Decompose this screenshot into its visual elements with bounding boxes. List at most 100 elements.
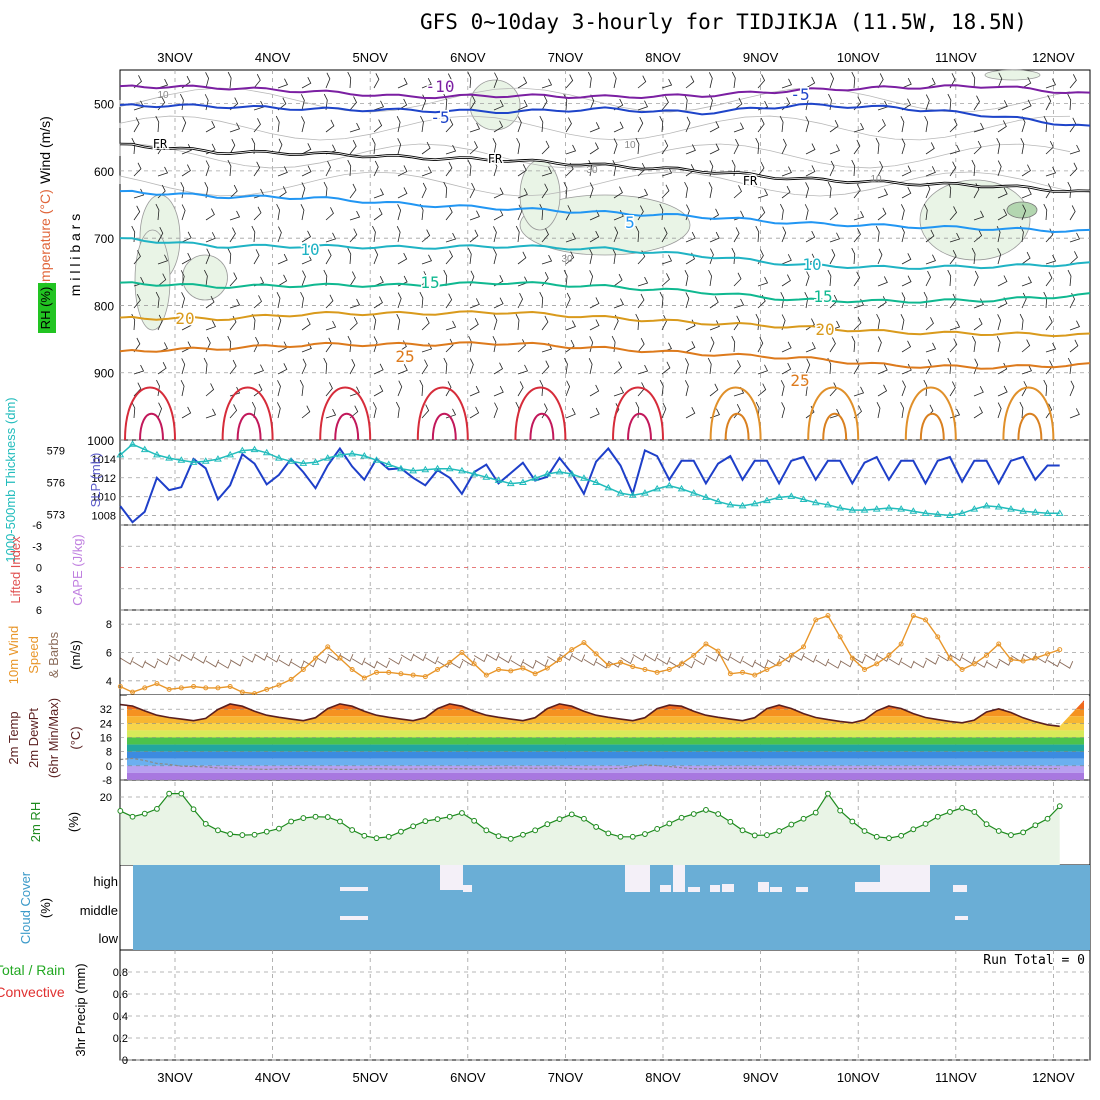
- wind-barb: [997, 275, 1008, 287]
- wind-barb: [539, 203, 544, 221]
- wind-barb: [277, 253, 288, 265]
- wind-barb: [709, 231, 720, 243]
- wind-speed-marker: [203, 685, 209, 691]
- wind-barb: [541, 228, 549, 243]
- thickness-marker: [824, 500, 832, 508]
- wind-speed-marker: [435, 667, 441, 672]
- wind-barb: [1045, 403, 1053, 419]
- thickness-marker: [897, 505, 906, 512]
- wind-barb: [901, 226, 905, 243]
- wind-speed-marker: [178, 685, 184, 691]
- wind-barb: [565, 408, 576, 419]
- wind-barb: [133, 205, 141, 221]
- wind-barb: [493, 362, 504, 375]
- rh-marker: [422, 818, 429, 825]
- wind-barb: [301, 358, 307, 375]
- wind-barb: [517, 188, 528, 199]
- wind-barb: [205, 72, 210, 89]
- wind-barb: [469, 358, 474, 375]
- wind-barb: [1019, 313, 1024, 331]
- wind-barb: [974, 660, 988, 668]
- rh-marker: [495, 833, 502, 839]
- wind-barb: [900, 204, 905, 221]
- wind-barb: [1021, 204, 1027, 221]
- wind-barb: [347, 247, 352, 265]
- wind-barb: [277, 380, 281, 397]
- temp-color-band: [127, 744, 1084, 752]
- wind-barb: [805, 143, 816, 155]
- wind-speed-marker: [727, 671, 733, 677]
- cloud-patch: [880, 865, 930, 882]
- series-line: [119, 443, 1060, 517]
- wind-speed-marker: [508, 668, 514, 674]
- wind-barb: [563, 181, 568, 199]
- wind-barb: [888, 657, 903, 666]
- wind-barb: [755, 137, 760, 155]
- wind-barb: [996, 336, 1001, 353]
- thickness-tick-label: 573: [47, 509, 65, 521]
- wind-barb: [227, 71, 232, 89]
- wind-barb: [157, 166, 169, 177]
- thickness-marker: [543, 470, 552, 477]
- wind-barb: [373, 188, 384, 199]
- x-tick-label-top: 9NOV: [743, 50, 779, 65]
- wind-speed-marker: [630, 664, 636, 670]
- thickness-marker: [738, 501, 747, 509]
- wind-speed-marker: [374, 669, 380, 675]
- isotherm-label: 20: [815, 320, 834, 339]
- rh-marker: [1056, 803, 1063, 810]
- wind-barb: [277, 226, 282, 243]
- wind-barb: [781, 341, 792, 353]
- wind-barb: [925, 254, 936, 265]
- thickness-marker: [799, 495, 808, 502]
- rh-marker: [800, 815, 807, 822]
- wind-speed-marker: [581, 640, 587, 646]
- wind-barb: [227, 247, 232, 265]
- thickness-marker: [628, 491, 637, 498]
- wind-barb: [517, 76, 528, 89]
- wind-barb: [156, 657, 171, 666]
- wind-barb: [563, 269, 568, 287]
- wind-barb: [315, 655, 329, 664]
- wind-barb: [661, 314, 667, 331]
- wind-barb: [301, 230, 312, 243]
- wind-barb: [181, 406, 192, 419]
- rh-marker: [227, 831, 234, 837]
- wind-barb: [827, 269, 832, 287]
- wind-barb: [997, 72, 1003, 89]
- wind-barb: [661, 96, 669, 111]
- rh-contour-label: 10: [870, 174, 882, 185]
- wind-barb: [829, 232, 841, 243]
- pressure-tick-label: 700: [94, 232, 114, 246]
- rh-marker: [886, 835, 892, 842]
- rh-marker: [849, 818, 856, 825]
- wind-barb: [181, 292, 185, 309]
- rh-marker: [166, 790, 173, 797]
- wind-barb: [973, 95, 980, 111]
- wind-barb: [620, 656, 634, 665]
- rh-contour-label: 30: [561, 254, 573, 265]
- wind-barb: [973, 386, 984, 397]
- run-total-label: Run Total = 0: [983, 953, 1085, 968]
- wind-barb: [876, 654, 891, 662]
- x-tick-label-bottom: 3NOV: [157, 1070, 193, 1085]
- thickness-marker: [702, 493, 710, 500]
- wind-barb: [949, 293, 957, 309]
- wind-barb: [781, 362, 792, 375]
- wind-barb: [949, 249, 957, 265]
- surface-isotherm-loop: [416, 386, 469, 441]
- wind-barb: [709, 320, 720, 331]
- wind-barb: [637, 205, 644, 221]
- wind-barb: [1069, 251, 1078, 265]
- wind-barb: [757, 364, 769, 375]
- wind-barb: [373, 336, 378, 353]
- wind-barb: [1022, 653, 1037, 661]
- wind-barb: [1020, 137, 1025, 155]
- wind-barb: [349, 183, 357, 199]
- wind-barb: [157, 273, 167, 287]
- wind-barb: [637, 337, 645, 353]
- wind-barb: [204, 269, 208, 287]
- rh-marker: [629, 833, 636, 840]
- wind-barb: [972, 335, 976, 353]
- wind-barb: [563, 93, 568, 111]
